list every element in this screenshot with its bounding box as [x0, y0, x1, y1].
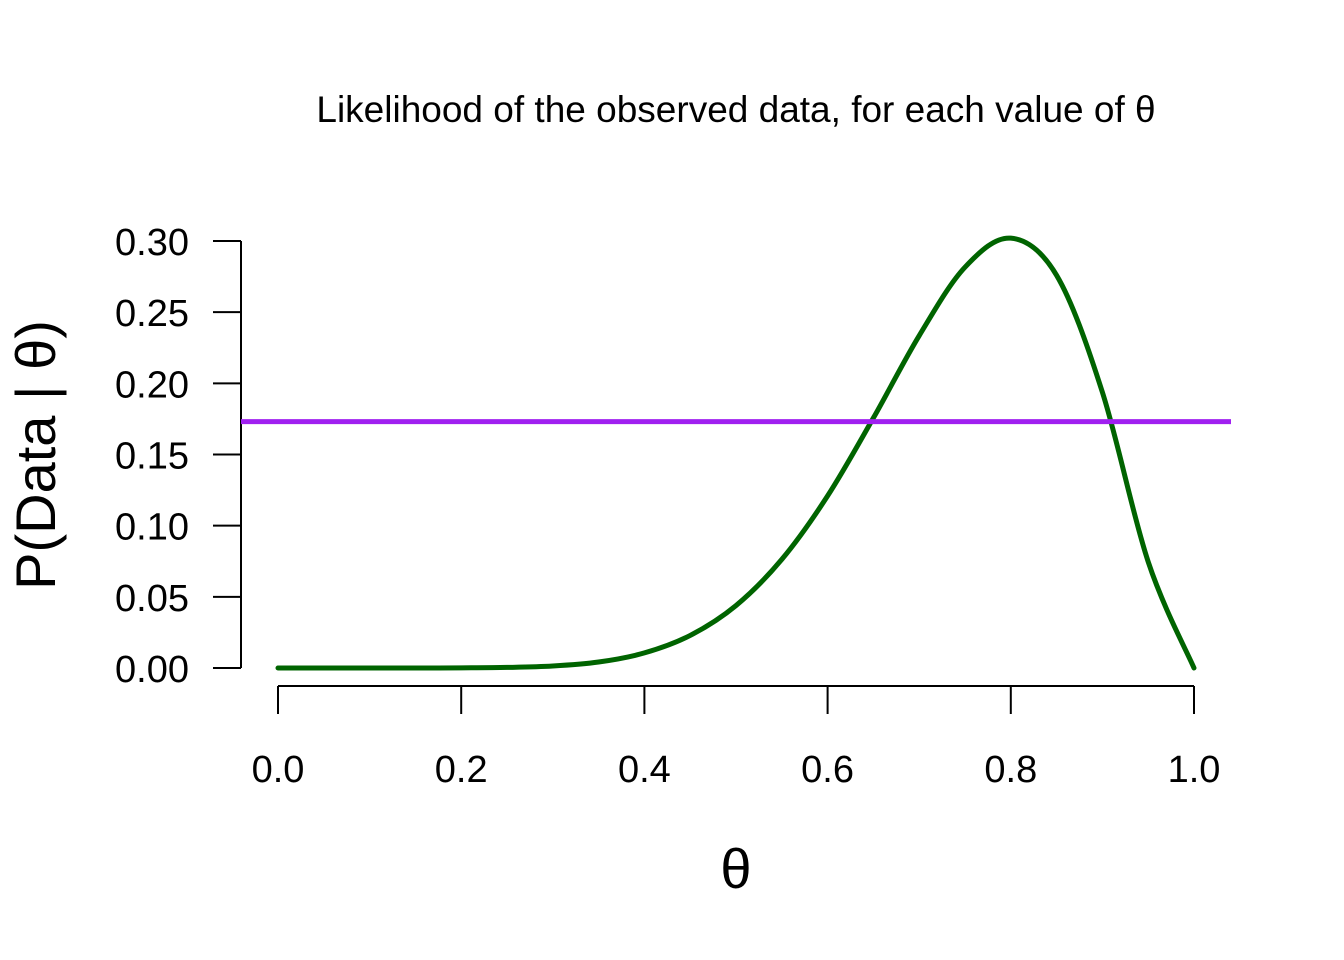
x-tick-label: 0.4: [618, 749, 671, 791]
y-tick-label: 0.25: [115, 293, 189, 335]
likelihood-curve: [275, 235, 1197, 671]
x-tick-label: 0.8: [984, 749, 1037, 791]
y-tick-label: 0.20: [115, 364, 189, 406]
chart-title: Likelihood of the observed data, for eac…: [316, 89, 1155, 130]
x-tick-label: 0.0: [252, 749, 305, 791]
x-tick-label: 1.0: [1168, 749, 1221, 791]
y-tick-label: 0.10: [115, 507, 189, 549]
y-tick-label: 0.15: [115, 436, 189, 478]
y-tick-label: 0.05: [115, 578, 189, 620]
y-axis-label: P(Data | θ): [4, 320, 67, 590]
x-tick-label: 0.2: [435, 749, 488, 791]
y-tick-label: 0.30: [115, 222, 189, 264]
y-axis: 0.00 0.05 0.10 0.15 0.20 0.25 0.30: [115, 222, 242, 691]
x-axis-label: θ: [720, 837, 751, 900]
x-tick-label: 0.6: [801, 749, 854, 791]
x-axis: 0.0 0.2 0.4 0.6 0.8 1.0: [252, 685, 1221, 791]
plot-lines: [241, 235, 1231, 671]
y-tick-label: 0.00: [115, 649, 189, 691]
